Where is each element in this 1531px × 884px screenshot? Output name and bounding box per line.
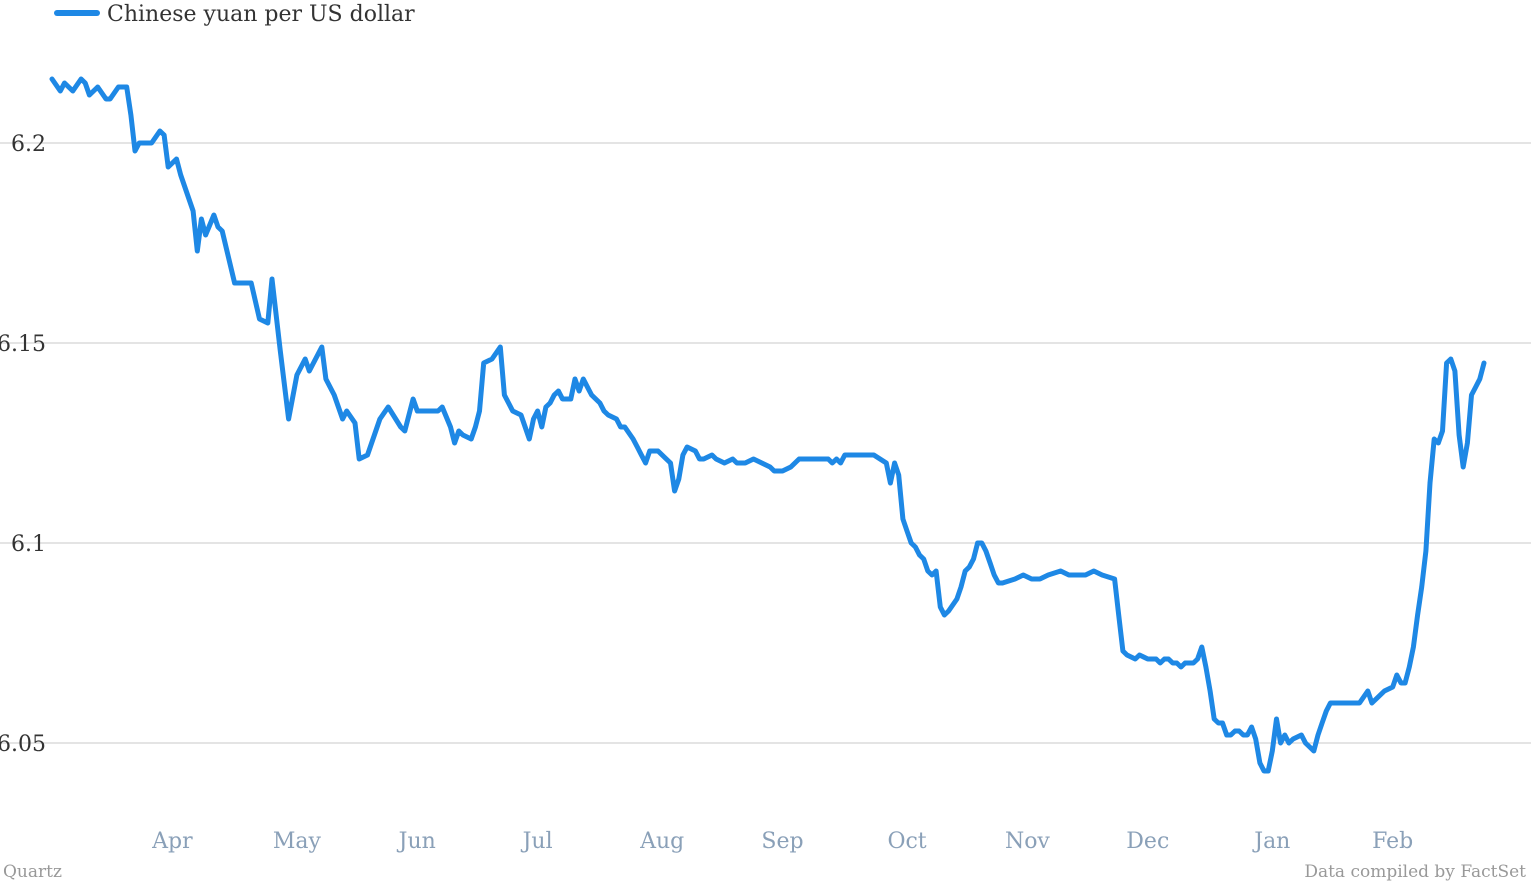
x-tick-label: Aug — [639, 829, 684, 854]
x-tick-label: Jan — [1252, 829, 1290, 854]
x-tick-label: Dec — [1126, 829, 1169, 854]
series-line — [49, 76, 1487, 774]
y-tick-label: 6.15 — [0, 332, 46, 357]
x-tick-label: Nov — [1005, 829, 1050, 854]
y-tick-label: 6.2 — [11, 132, 46, 157]
legend-label: Chinese yuan per US dollar — [107, 2, 415, 27]
x-tick-label: Jun — [397, 829, 436, 854]
x-axis-ticks: Apr May Jun Jul Aug Sep Oct Nov Dec Jan Feb — [151, 829, 1413, 854]
gridlines — [0, 142, 1531, 744]
x-tick-label: May — [273, 829, 322, 854]
footer-source-right: Data compiled by FactSet — [1304, 862, 1526, 882]
x-tick-label: Jul — [521, 829, 553, 854]
x-tick-label: Apr — [151, 829, 193, 854]
x-tick-label: Feb — [1372, 829, 1413, 854]
y-tick-label: 6.05 — [0, 732, 46, 757]
x-tick-label: Sep — [761, 829, 803, 854]
y-axis-ticks: 6.05 6.1 6.15 6.2 — [0, 132, 46, 757]
y-tick-label: 6.1 — [11, 532, 46, 557]
series-layer — [49, 76, 1487, 774]
legend: Chinese yuan per US dollar — [54, 2, 415, 27]
footer-source-left: Quartz — [3, 862, 62, 882]
x-tick-label: Oct — [887, 829, 926, 854]
